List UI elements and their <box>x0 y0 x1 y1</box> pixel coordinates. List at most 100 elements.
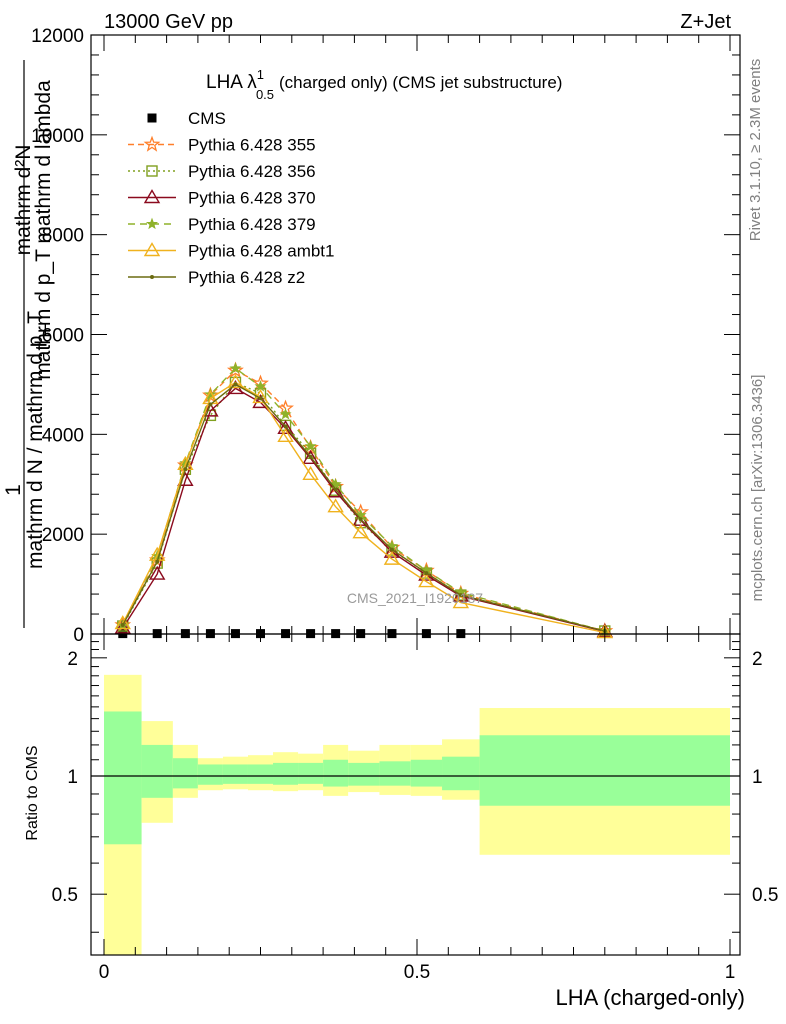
data-point <box>277 427 294 443</box>
uncertainty-band-inner <box>379 761 411 786</box>
data-point <box>233 382 238 387</box>
ratio-y-label: Ratio to CMS <box>24 745 41 840</box>
data-point <box>114 615 131 630</box>
x-tick-label: 0 <box>99 962 110 983</box>
y-tick-label: 12000 <box>31 26 84 47</box>
legend-label: Pythia 6.428 379 <box>188 215 316 234</box>
y-tick-label: 6000 <box>42 326 84 347</box>
legend-label: CMS <box>188 109 226 128</box>
x-tick-label: 0.5 <box>404 962 430 983</box>
header-process-label: Z+Jet <box>680 11 731 33</box>
plot-title-main: LHA λ <box>206 72 257 93</box>
data-point <box>204 388 217 400</box>
series-line <box>122 381 605 634</box>
legend-marker <box>143 189 161 204</box>
plot-title-rest: (charged only) (CMS jet substructure) <box>279 73 562 92</box>
legend: CMS Pythia 6.428 355 Pythia 6.428 356 Pythi… <box>128 109 334 287</box>
y-label-prefix-den: mathrm d N / mathrm d p_T <box>24 311 47 569</box>
data-point <box>458 593 463 598</box>
ratio-plot-frame <box>90 633 741 956</box>
data-point <box>202 402 219 417</box>
data-point <box>452 594 470 609</box>
data-point <box>327 498 344 513</box>
uncertainty-band-inner <box>323 759 349 787</box>
data-point <box>183 467 188 472</box>
data-point <box>302 449 319 464</box>
data-point <box>308 454 313 459</box>
header-energy-label: 13000 GeV pp <box>104 11 233 33</box>
legend-label: Pythia 6.428 356 <box>188 162 316 181</box>
legend-label: Pythia 6.428 370 <box>188 189 316 208</box>
legend-marker <box>147 113 157 123</box>
data-point <box>229 362 242 374</box>
data-point <box>208 402 213 407</box>
legend-label: Pythia 6.428 z2 <box>188 268 305 287</box>
ratio-y-tick-label-right: 2 <box>752 649 763 670</box>
uncertainty-band-inner <box>222 764 248 784</box>
data-point <box>354 508 367 521</box>
legend-marker <box>143 242 161 257</box>
data-point <box>226 361 244 378</box>
uncertainty-band-inner <box>298 762 324 784</box>
ratio-y-tick-label: 1 <box>67 767 78 788</box>
data-point <box>120 623 125 628</box>
uncertainty-band-inner <box>247 764 274 784</box>
x-tick-label: 1 <box>725 962 736 983</box>
ratio-y-tick-label: 2 <box>67 649 78 670</box>
ratio-y-tick-label: 0.5 <box>52 885 78 906</box>
data-point <box>254 380 267 392</box>
y-tick-label: 2000 <box>42 525 84 546</box>
main-plot-panel: 0 2000 4000 6000 8000 10000 12000 <box>31 26 741 646</box>
y-label-prefix-num: 1 <box>2 484 25 496</box>
data-point <box>155 559 160 564</box>
mcplots-label: mcplots.cern.ch [arXiv:1306.3436] <box>749 375 766 602</box>
ratio-y-tick-label-right: 0.5 <box>752 885 778 906</box>
plot-title-sup: 1 <box>257 67 264 82</box>
uncertainty-band-inner <box>479 735 730 806</box>
y-label-bottom: mathrm d p_T mathrm d lambda <box>32 80 55 380</box>
legend-label: Pythia 6.428 355 <box>188 136 316 155</box>
data-point <box>333 487 338 492</box>
data-point <box>418 573 435 588</box>
data-point <box>329 477 342 490</box>
legend-marker <box>145 217 159 230</box>
uncertainty-band-inner <box>172 758 198 789</box>
data-point <box>304 439 317 452</box>
data-point <box>148 565 166 580</box>
data-point <box>279 408 292 420</box>
data-point <box>227 374 244 389</box>
data-point <box>258 396 263 401</box>
y-tick-label: 8000 <box>42 226 84 247</box>
data-point <box>452 587 470 602</box>
legend-marker <box>143 135 161 152</box>
series-line <box>122 383 605 632</box>
data-point <box>277 419 294 435</box>
data-point <box>383 550 401 565</box>
plot-title: LHA λ1 0.5 (charged only) (CMS jet substru… <box>206 67 562 102</box>
series-6 <box>120 382 607 634</box>
data-point <box>424 571 429 576</box>
data-point <box>352 524 369 539</box>
uncertainty-band-inner <box>141 744 173 798</box>
y-axis-label-upper: mathrm d²N mathrm d p_T mathrm d lambda … <box>2 60 55 628</box>
plot-title-sub: 0.5 <box>256 87 274 102</box>
ratio-panel: 0.5 0.5 1 1 2 2 0 0.5 1 <box>52 633 778 983</box>
uncertainty-band-inner <box>348 762 380 786</box>
x-axis-label: LHA (charged-only) <box>555 985 745 1010</box>
data-point <box>389 547 394 552</box>
uncertainty-band-inner <box>442 756 480 791</box>
data-point <box>114 619 131 634</box>
data-point <box>302 465 319 480</box>
data-point <box>358 517 363 522</box>
uncertainty-band-inner <box>104 711 142 845</box>
y-tick-label: 0 <box>73 625 84 646</box>
uncertainty-band-inner <box>410 759 443 787</box>
legend-marker <box>146 165 158 177</box>
uncertainty-band-inner <box>273 762 299 785</box>
ratio-y-tick-label-right: 1 <box>752 767 763 788</box>
data-point <box>418 566 435 581</box>
analysis-watermark: CMS_2021_I1920187 <box>347 590 483 606</box>
y-tick-label: 4000 <box>42 425 84 446</box>
rivet-version-label: Rivet 3.1.10, ≥ 2.3M events <box>747 59 764 242</box>
